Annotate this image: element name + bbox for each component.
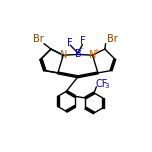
Text: B: B [74, 49, 81, 59]
Text: F: F [80, 36, 85, 46]
Text: N: N [60, 50, 67, 60]
Text: ⁻: ⁻ [79, 48, 83, 54]
Text: F: F [67, 38, 73, 48]
Text: N: N [89, 50, 96, 60]
Text: 3: 3 [105, 83, 109, 89]
Text: Br: Br [33, 34, 44, 44]
Text: Br: Br [107, 34, 118, 44]
Text: +: + [93, 48, 99, 54]
Text: CF: CF [96, 79, 108, 89]
